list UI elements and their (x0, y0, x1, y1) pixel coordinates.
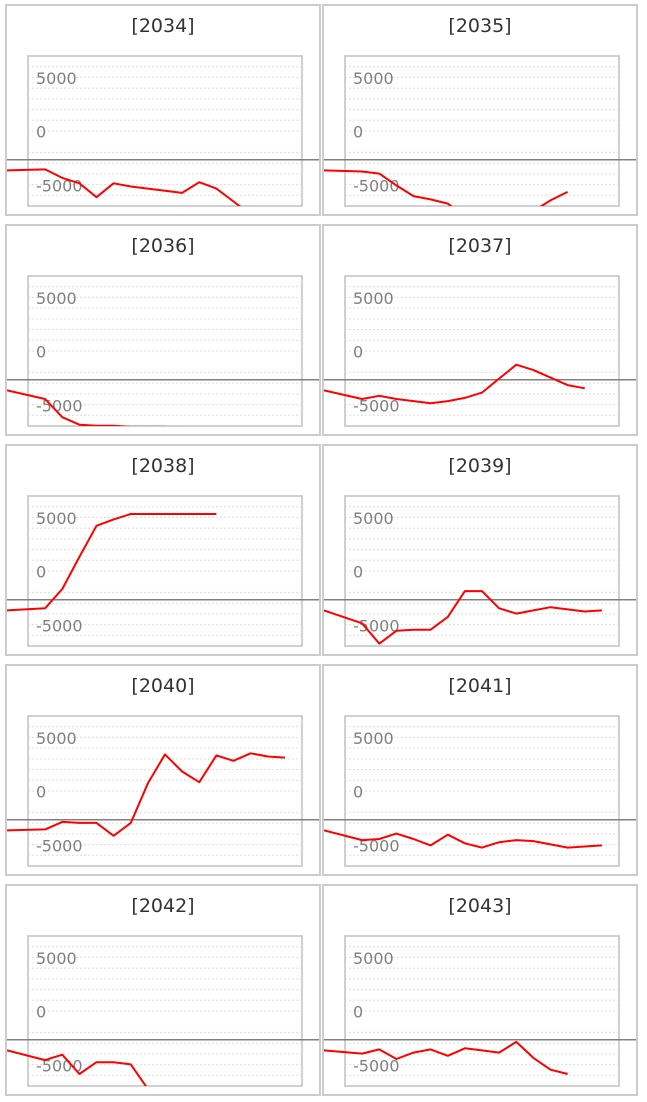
y-tick-label: 0 (353, 563, 363, 582)
y-tick-label: -5000 (36, 616, 83, 635)
series-line (7, 168, 242, 206)
chart-plot: 5000 0 -5000 (324, 275, 636, 427)
y-tick-label: -5000 (353, 836, 400, 855)
chart-title: [2040] (131, 675, 195, 697)
y-tick-label: -5000 (353, 616, 400, 635)
chart-panel: [2043] 5000 0 -5000 (322, 884, 638, 1096)
chart-title: [2038] (131, 455, 195, 477)
y-tick-label: 0 (36, 563, 46, 582)
chart-panel: [2035] 5000 0 -5000 (322, 4, 638, 216)
chart-title: [2043] (448, 895, 512, 917)
y-tick-label: 0 (353, 1003, 363, 1022)
y-tick-label: 5000 (36, 289, 77, 308)
chart-plot: 5000 0 -5000 (7, 495, 319, 647)
series-line (7, 389, 167, 426)
series-line (324, 1040, 568, 1075)
chart-panel: [2040] 5000 0 -5000 (5, 664, 321, 876)
chart-title: [2041] (448, 675, 512, 697)
chart-plot: 5000 0 -5000 (324, 935, 636, 1087)
y-tick-label: 5000 (353, 289, 394, 308)
y-tick-label: 0 (36, 123, 46, 142)
y-tick-label: 0 (36, 343, 46, 362)
y-tick-label: 0 (36, 783, 46, 802)
chart-title: [2035] (448, 15, 512, 37)
chart-panel: [2041] 5000 0 -5000 (322, 664, 638, 876)
y-tick-label: 5000 (353, 509, 394, 528)
y-tick-label: 0 (353, 783, 363, 802)
chart-title: [2042] (131, 895, 195, 917)
y-tick-label: -5000 (36, 176, 83, 195)
chart-plot: 5000 0 -5000 (7, 935, 319, 1087)
chart-panel: [2038] 5000 0 -5000 (5, 444, 321, 656)
chart-title: [2036] (131, 235, 195, 257)
y-tick-label: 5000 (36, 509, 77, 528)
y-tick-label: -5000 (353, 176, 400, 195)
chart-plot: 5000 0 -5000 (7, 715, 319, 867)
chart-panel: [2037] 5000 0 -5000 (322, 224, 638, 436)
y-tick-label: -5000 (353, 1056, 400, 1075)
y-tick-label: 0 (353, 123, 363, 142)
y-tick-label: 5000 (36, 949, 77, 968)
chart-panel: [2042] 5000 0 -5000 (5, 884, 321, 1096)
y-tick-label: 5000 (353, 69, 394, 88)
y-tick-label: -5000 (353, 396, 400, 415)
chart-panel: [2034] 5000 0 -5000 (5, 4, 321, 216)
series-line (324, 590, 602, 645)
y-tick-label: -5000 (36, 836, 83, 855)
y-tick-label: 5000 (353, 949, 394, 968)
series-line (7, 513, 217, 612)
chart-plot: 5000 0 -5000 (324, 715, 636, 867)
chart-title: [2037] (448, 235, 512, 257)
y-tick-label: 0 (353, 343, 363, 362)
chart-panel: [2036] 5000 0 -5000 (5, 224, 321, 436)
chart-plot: 5000 0 -5000 (324, 55, 636, 207)
chart-plot: 5000 0 -5000 (7, 55, 319, 207)
series-line (7, 752, 285, 837)
y-tick-label: 5000 (36, 69, 77, 88)
y-tick-label: -5000 (36, 1056, 83, 1075)
series-line (324, 829, 602, 849)
chart-plot: 5000 0 -5000 (324, 495, 636, 647)
y-tick-label: 5000 (36, 729, 77, 748)
y-tick-label: 0 (36, 1003, 46, 1022)
series-line (324, 363, 585, 405)
series-line (7, 1049, 148, 1086)
chart-title: [2039] (448, 455, 512, 477)
series-line (324, 169, 569, 206)
chart-panel: [2039] 5000 0 -5000 (322, 444, 638, 656)
chart-title: [2034] (131, 15, 195, 37)
y-tick-label: 5000 (353, 729, 394, 748)
